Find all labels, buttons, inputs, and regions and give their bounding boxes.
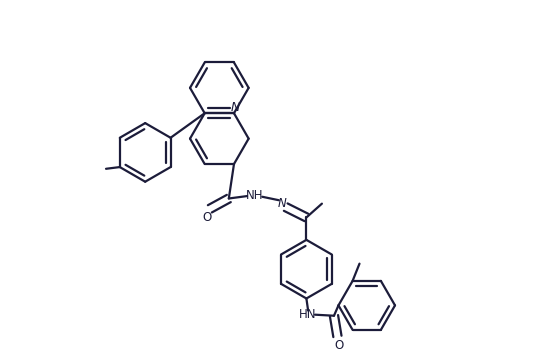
Text: N: N: [231, 100, 240, 113]
Text: HN: HN: [299, 307, 317, 320]
Text: NH: NH: [246, 189, 264, 202]
Text: N: N: [278, 197, 287, 210]
Text: O: O: [334, 338, 344, 351]
Text: O: O: [203, 211, 212, 224]
